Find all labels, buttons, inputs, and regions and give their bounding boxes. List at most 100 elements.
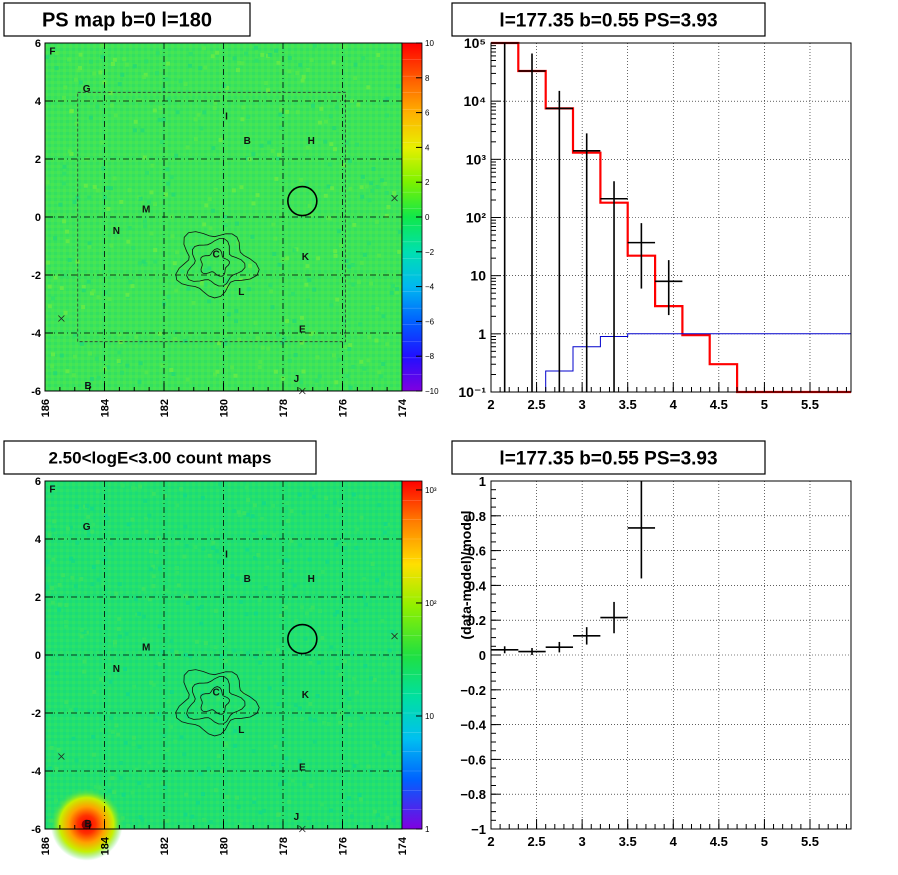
title-box: [451, 440, 766, 475]
map-pixel: [105, 516, 110, 521]
map-pixel: [305, 264, 310, 269]
map-pixel: [151, 682, 156, 687]
map-pixel: [183, 652, 188, 657]
map-pixel: [91, 522, 96, 527]
map-pixel: [277, 558, 282, 563]
map-pixel: [166, 181, 171, 186]
map-pixel: [381, 753, 386, 758]
map-pixel: [299, 178, 304, 182]
map-pixel: [386, 205, 391, 209]
map-pixel: [170, 234, 175, 239]
map-pixel: [303, 636, 308, 641]
map-pixel: [391, 818, 396, 823]
map-pixel: [346, 796, 351, 800]
map-pixel: [320, 570, 325, 574]
map-pixel: [89, 59, 93, 64]
map-pixel: [223, 658, 228, 663]
map-pixel: [185, 377, 190, 382]
map-pixel: [382, 662, 387, 667]
map-pixel: [133, 486, 138, 491]
map-pixel: [173, 336, 178, 341]
map-pixel: [251, 152, 256, 157]
map-pixel: [159, 140, 164, 144]
map-pixel: [196, 112, 201, 117]
map-pixel: [352, 222, 357, 227]
map-pixel: [202, 222, 207, 227]
map-pixel: [91, 289, 96, 294]
map-pixel: [203, 641, 208, 645]
map-pixel: [325, 513, 329, 518]
map-pixel: [69, 556, 74, 561]
map-pixel: [311, 103, 315, 108]
y-tick-label: −0.4: [460, 718, 486, 733]
map-pixel: [154, 665, 159, 670]
map-pixel: [208, 819, 213, 824]
map-pixel: [227, 674, 231, 678]
map-pixel: [394, 290, 399, 295]
y-tick-label: 10: [470, 268, 486, 284]
x-tick-label: 178: [278, 837, 290, 855]
source-label: N: [113, 664, 120, 675]
map-pixel: [151, 584, 156, 589]
map-pixel: [68, 525, 73, 530]
map-pixel: [179, 486, 184, 491]
map-pixel: [117, 582, 122, 586]
map-pixel: [90, 582, 95, 587]
map-pixel: [377, 370, 382, 375]
map-pixel: [294, 619, 299, 624]
map-pixel: [145, 170, 149, 175]
map-pixel: [45, 55, 50, 60]
map-pixel: [169, 368, 174, 372]
map-pixel: [342, 44, 346, 49]
map-pixel: [183, 82, 188, 87]
map-pixel: [274, 48, 278, 53]
map-pixel: [112, 57, 117, 62]
map-pixel: [100, 140, 105, 145]
map-pixel: [158, 106, 163, 110]
map-pixel: [343, 345, 348, 350]
map-pixel: [146, 199, 151, 204]
y-tick-label: 0.6: [468, 544, 486, 559]
map-pixel: [383, 521, 388, 526]
map-pixel: [367, 198, 372, 203]
map-pixel: [313, 43, 317, 48]
map-pixel: [124, 631, 129, 636]
map-pixel: [111, 729, 115, 734]
map-pixel: [272, 533, 276, 538]
map-pixel: [166, 97, 171, 102]
map-pixel: [75, 540, 80, 545]
x-tick-label: 176: [338, 837, 350, 855]
y-axis-label: (data-model)/model: [458, 510, 474, 639]
map-pixel: [348, 343, 353, 348]
map-pixel: [137, 744, 142, 749]
map-pixel: [380, 178, 384, 183]
map-pixel: [348, 385, 353, 390]
map-pixel: [330, 186, 335, 191]
map-pixel: [292, 583, 297, 588]
map-pixel: [335, 609, 340, 614]
map-pixel: [277, 152, 281, 157]
map-pixel: [308, 702, 313, 706]
map-pixel: [362, 577, 367, 582]
map-pixel: [132, 684, 137, 689]
map-pixel: [267, 53, 272, 57]
map-pixel: [304, 611, 309, 616]
map-pixel: [283, 557, 288, 562]
map-pixel: [179, 735, 184, 740]
map-pixel: [206, 766, 211, 771]
map-pixel: [332, 147, 337, 152]
y-tick-label: 10⁴: [464, 93, 487, 109]
map-pixel: [54, 51, 59, 56]
map-pixel: [392, 191, 397, 196]
map-pixel: [250, 514, 255, 519]
map-pixel: [127, 226, 132, 230]
map-pixel: [85, 503, 89, 508]
map-pixel: [382, 530, 387, 535]
map-pixel: [196, 800, 200, 805]
map-pixel: [323, 139, 328, 144]
map-pixel: [182, 752, 187, 757]
map-pixel: [308, 716, 313, 721]
map-pixel: [387, 768, 392, 773]
map-pixel: [188, 683, 193, 688]
map-pixel: [271, 503, 276, 508]
